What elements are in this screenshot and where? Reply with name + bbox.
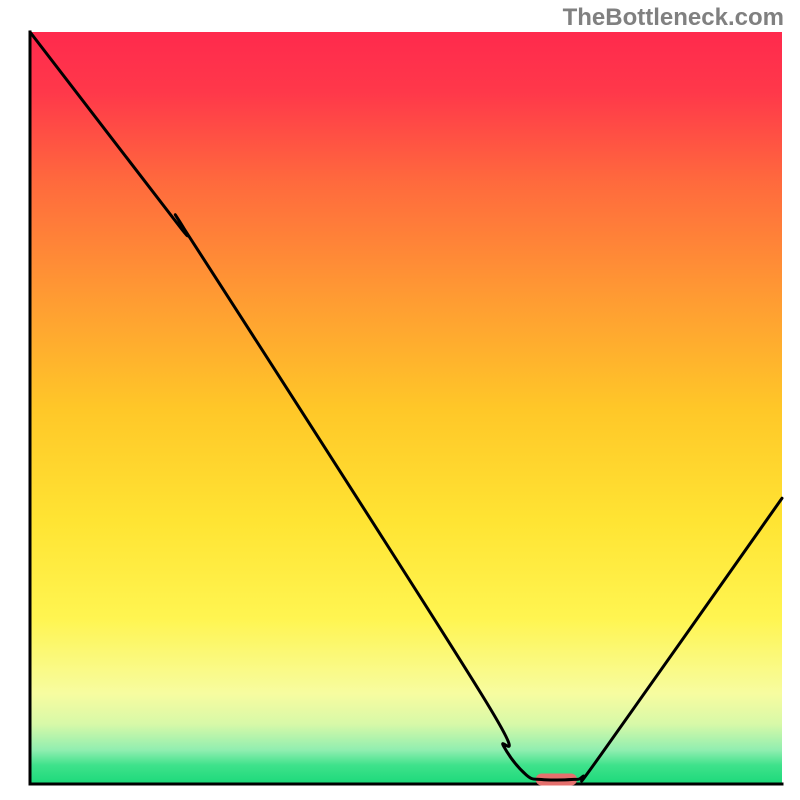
chart-container: TheBottleneck.com bbox=[0, 0, 800, 800]
bottleneck-curve-chart bbox=[0, 0, 800, 800]
watermark-text: TheBottleneck.com bbox=[563, 4, 784, 32]
chart-background bbox=[30, 32, 782, 784]
